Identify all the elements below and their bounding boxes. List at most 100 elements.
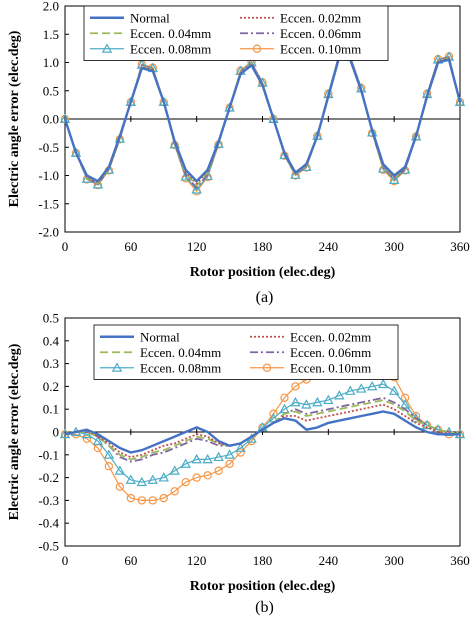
data-point: [236, 448, 245, 457]
legend-label: Eccen. 0.04mm: [130, 26, 211, 41]
data-point: [115, 482, 125, 491]
y-tick-label: -0.5: [38, 539, 59, 554]
data-point: [114, 465, 126, 475]
x-tick-label: 240: [319, 239, 339, 254]
legend-label: Normal: [140, 329, 180, 344]
series-eccen-0-04mm: [64, 399, 461, 461]
data-point: [136, 476, 148, 487]
series-normal: [64, 410, 460, 454]
data-point: [158, 472, 169, 482]
chart-panel-a: -2.0 -1.5 -1.0 -0.5 0.0 0.5 1.0 1.5 2.0 0 60 120 180…: [7, 0, 470, 306]
y-tick-label: -2.0: [38, 225, 59, 240]
data-point: [291, 382, 300, 391]
data-point: [213, 451, 224, 462]
data-point: [169, 465, 180, 475]
y-tick-label: 0: [53, 425, 60, 440]
legend-marker: [252, 44, 262, 53]
data-point: [377, 163, 389, 173]
data-point: [147, 474, 158, 484]
legend-label: Eccen. 0.06mm: [280, 26, 361, 41]
x-tick-label: 120: [187, 553, 207, 568]
y-tick-label: -1.0: [38, 168, 59, 183]
x-tick-label: 180: [253, 553, 273, 568]
data-point: [82, 434, 92, 444]
legend-label: Eccen. 0.08mm: [130, 41, 211, 56]
data-point: [410, 412, 422, 423]
y-tick-label: -0.5: [38, 140, 59, 155]
x-tick-label: 300: [384, 239, 404, 254]
y-axis-label: Electric angle error (elec.deg): [7, 30, 22, 207]
data-point: [224, 449, 235, 459]
series-eccen-0-06mm: [64, 396, 461, 463]
x-axis-label: Rotor position (elec.deg): [190, 579, 336, 594]
data-point: [312, 396, 323, 407]
legend-box: [83, 5, 389, 61]
legend-label: Eccen. 0.02mm: [280, 10, 361, 25]
chart-panel-b: -0.5 -0.4 -0.3 -0.2 -0.1 0 0.1 0.2 0.3 0.4 0.5 0 60 1…: [7, 311, 470, 617]
data-point: [191, 453, 202, 464]
data-point: [301, 399, 312, 409]
y-tick-label: 0.5: [43, 311, 59, 326]
data-point: [192, 473, 201, 482]
legend-label: Eccen. 0.10mm: [290, 360, 371, 375]
y-tick-label: 1.0: [43, 55, 59, 70]
data-point: [104, 462, 114, 471]
legend-marker: [101, 43, 113, 53]
legend-label: Eccen. 0.10mm: [280, 41, 361, 56]
panel-caption: (b): [255, 599, 274, 616]
y-tick-label: -0.2: [38, 470, 59, 485]
data-point: [454, 96, 466, 107]
series-line: [64, 383, 461, 483]
x-axis-label: Rotor position (elec.deg): [190, 265, 336, 280]
data-point: [92, 179, 104, 189]
series-line: [63, 55, 462, 183]
series-line: [64, 399, 461, 461]
x-tick-label: 240: [319, 553, 339, 568]
series-normal: [63, 55, 462, 183]
data-point: [159, 493, 168, 503]
data-point: [290, 396, 301, 407]
data-point: [125, 474, 137, 484]
y-tick-label: 0.5: [43, 83, 59, 98]
data-point: [170, 487, 179, 496]
data-point: [280, 393, 289, 402]
series-line: [64, 410, 460, 454]
x-tick-label: 60: [124, 239, 137, 254]
data-point: [203, 471, 212, 480]
data-point: [367, 380, 378, 391]
y-tick-label: 0.1: [43, 402, 59, 417]
y-tick-label: 0.4: [43, 333, 60, 348]
data-point: [410, 131, 422, 141]
x-tick-label: 360: [450, 239, 470, 254]
data-point: [367, 127, 378, 137]
x-tick-label: 120: [187, 239, 207, 254]
y-tick-label: -0.4: [38, 516, 59, 531]
data-point: [356, 383, 367, 393]
data-point: [345, 385, 356, 395]
data-point: [137, 496, 147, 505]
data-point: [103, 449, 115, 459]
data-point: [411, 411, 421, 421]
data-point: [334, 390, 345, 400]
y-tick-label: -0.1: [38, 447, 59, 462]
data-point: [180, 458, 191, 468]
x-tick-label: 0: [62, 239, 69, 254]
legend-marker: [262, 363, 272, 372]
data-point: [92, 435, 104, 446]
data-point: [70, 147, 82, 157]
data-point: [181, 477, 190, 487]
data-point: [279, 403, 290, 414]
legend-label: Normal: [130, 10, 170, 25]
y-tick-label: 0.2: [43, 379, 59, 394]
legend-box: [93, 324, 399, 380]
data-point: [214, 466, 223, 475]
y-tick-label: 1.5: [43, 27, 59, 42]
data-point: [323, 394, 334, 405]
data-point: [290, 169, 301, 179]
panel-caption: (a): [256, 289, 274, 306]
legend-label: Eccen. 0.06mm: [290, 345, 371, 360]
y-tick-label: 0.3: [43, 356, 59, 371]
